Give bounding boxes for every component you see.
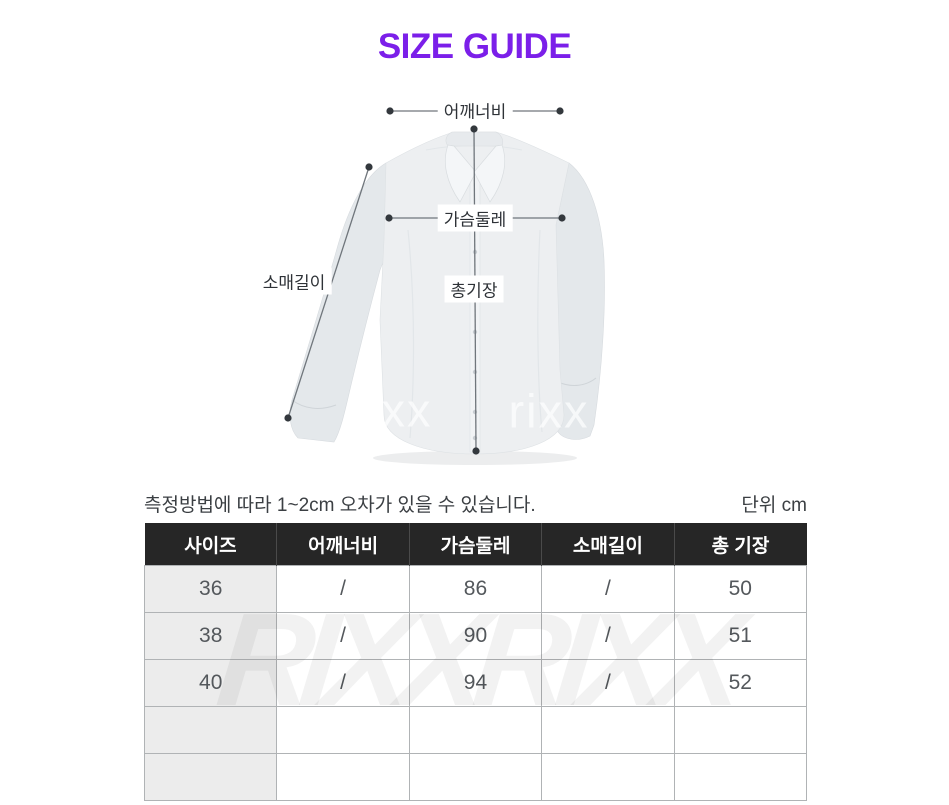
header-shoulder: 어깨너비 — [276, 523, 410, 566]
table-row — [143, 753, 808, 801]
cell-chest — [408, 706, 543, 754]
cell-size: 36 — [143, 565, 278, 613]
label-total-length: 총기장 — [444, 275, 504, 303]
cell-chest — [408, 753, 543, 801]
cell-size — [143, 753, 278, 801]
cell-shoulder: / — [276, 659, 410, 707]
cell-sleeve — [541, 753, 675, 801]
cell-sleeve: / — [541, 612, 675, 660]
cell-sleeve — [541, 706, 675, 754]
cell-size: 38 — [143, 612, 278, 660]
cell-length — [673, 753, 808, 801]
header-size: 사이즈 — [144, 523, 277, 566]
shirt-measurement-figure: rixx rixx 어깨너비 가슴둘레 소매길이 총기장 — [256, 96, 605, 465]
header-length: 총 기장 — [673, 523, 807, 566]
cell-shoulder — [276, 706, 410, 754]
cell-length: 52 — [673, 659, 808, 707]
measurement-lines — [284, 107, 566, 455]
cell-shoulder — [276, 753, 410, 801]
cell-sleeve: / — [541, 565, 675, 613]
header-chest: 가슴둘레 — [408, 523, 542, 566]
size-table: 사이즈 어깨너비 가슴둘레 소매길이 총 기장 36 / 86 / 50 38 … — [143, 523, 808, 801]
header-sleeve: 소매길이 — [541, 523, 675, 566]
cell-length: 51 — [673, 612, 808, 660]
shirt-watermark-left: rixx — [351, 383, 433, 437]
cell-size: 40 — [143, 659, 278, 707]
label-sleeve-length: 소매길이 — [256, 267, 332, 295]
table-row — [143, 706, 808, 754]
size-table-header-row: 사이즈 어깨너비 가슴둘레 소매길이 총 기장 — [144, 523, 807, 566]
label-chest: 가슴둘레 — [437, 204, 513, 232]
cell-size — [143, 706, 278, 754]
cell-shoulder: / — [276, 565, 410, 613]
shirt-watermark-right: rixx — [508, 384, 590, 438]
unit-label: 단위 cm — [741, 494, 807, 516]
cell-chest: 90 — [408, 612, 543, 660]
cell-chest: 94 — [408, 659, 543, 707]
note-row: 측정방법에 따라 1~2cm 오차가 있을 수 있습니다. 단위 cm — [144, 490, 807, 516]
table-row: 40 / 94 / 52 — [143, 659, 808, 707]
cell-chest: 86 — [408, 565, 543, 613]
cell-length — [673, 706, 808, 754]
tolerance-note: 측정방법에 따라 1~2cm 오차가 있을 수 있습니다. — [144, 494, 536, 516]
page-title: SIZE GUIDE — [377, 27, 572, 66]
cell-length: 50 — [673, 565, 808, 613]
label-shoulder-width: 어깨너비 — [437, 96, 513, 124]
table-row: 36 / 86 / 50 — [143, 565, 808, 613]
cell-shoulder: / — [276, 612, 410, 660]
table-row: 38 / 90 / 51 — [143, 612, 808, 660]
cell-sleeve: / — [541, 659, 675, 707]
